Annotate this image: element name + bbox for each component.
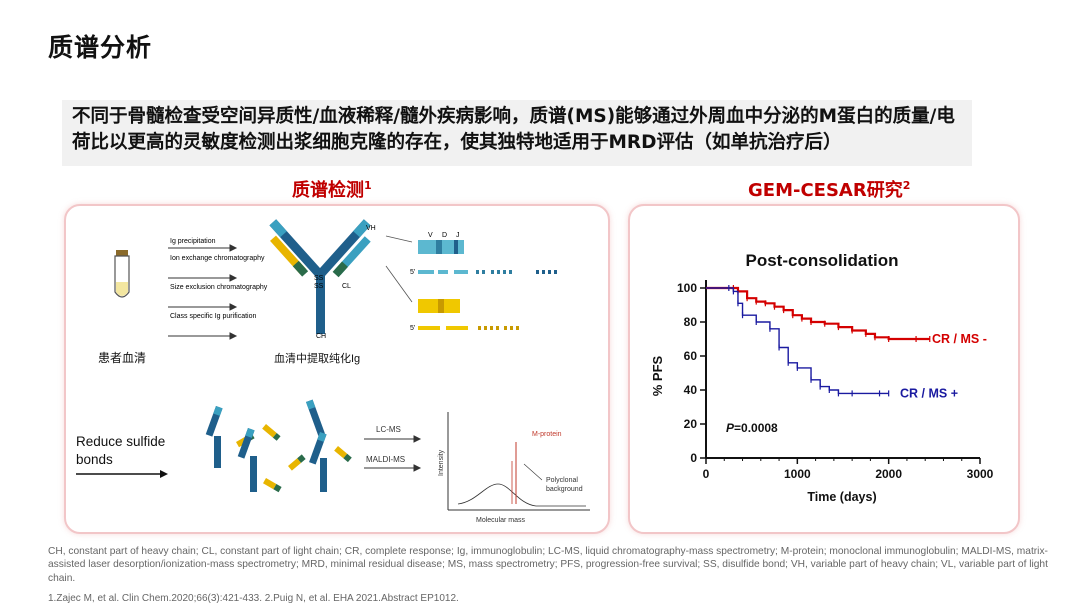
- left-section-title: 质谱检测1: [292, 179, 372, 201]
- ms-workflow-diagram: 患者血清 Ig precipitation Ion exchange chrom…: [76, 219, 590, 524]
- method-class-specific: Class specific Ig purification: [170, 313, 256, 320]
- y-tick-label: 60: [684, 349, 698, 363]
- test-tube-icon: [114, 250, 130, 298]
- ss-label-2: SS: [314, 283, 324, 290]
- gem-cesar-panel: Post-consolidation % PFS Time (days) P=0…: [628, 204, 1020, 534]
- j-label: J: [456, 232, 460, 239]
- patient-serum-label: 患者血清: [98, 351, 146, 365]
- separated-chains-icon: [205, 399, 352, 493]
- sequence-arrows: [385, 235, 413, 303]
- y-tick-label: 100: [677, 281, 697, 295]
- series-label: CR / MS -: [932, 332, 987, 346]
- cl-label: CL: [342, 283, 351, 290]
- summary-box: [62, 100, 972, 166]
- background-label: background: [546, 486, 583, 493]
- v-label: V: [428, 232, 433, 239]
- extract-label: 血清中提取纯化Ig: [274, 351, 360, 365]
- chart-series: CR / MS - CR / MS +: [706, 285, 987, 400]
- series-line-ms-positive: [706, 287, 889, 395]
- y-tick-label: 20: [684, 417, 698, 431]
- y-tick-label: 80: [684, 315, 698, 329]
- p-value-text: =0.0008: [734, 421, 778, 435]
- light-5prime: 5': [410, 325, 415, 332]
- mass-spectrum-plot: [447, 412, 590, 511]
- chart-title: Post-consolidation: [746, 251, 899, 270]
- maldi-label: MALDI-MS: [366, 455, 405, 464]
- molecular-mass-label: Molecular mass: [476, 517, 526, 524]
- x-tick-label: 2000: [875, 467, 902, 481]
- y-tick-label: 40: [684, 383, 698, 397]
- reduce-label: Reduce sulfide: [76, 434, 165, 449]
- x-tick-label: 0: [703, 467, 710, 481]
- m-protein-label: M-protein: [532, 431, 562, 438]
- polyclonal-label: Polyclonal: [546, 477, 578, 484]
- page-title: 质谱分析: [48, 33, 153, 62]
- series-label: CR / MS +: [900, 386, 958, 400]
- references: 1.Zajec M, et al. Clin Chem.2020;66(3):4…: [48, 593, 459, 604]
- method-ion-exchange: Ion exchange chromatography: [170, 255, 265, 262]
- d-label: D: [442, 232, 447, 239]
- summary-text: 不同于骨髓检查受空间异质性/血液稀释/髓外疾病影响，质谱(MS)能够通过外周血中…: [72, 106, 955, 153]
- method-arrows: [168, 244, 238, 340]
- light-chain-sequence: [418, 299, 519, 330]
- ss-label-1: SS: [314, 275, 324, 282]
- intensity-label: Intensity: [438, 449, 445, 476]
- x-axis-label: Time (days): [807, 490, 876, 504]
- heavy-chain-sequence: [418, 240, 557, 274]
- right-section-title: GEM-CESAR研究2: [748, 179, 911, 201]
- reduce-label-2: bonds: [76, 452, 113, 467]
- ms-arrows: [364, 435, 422, 472]
- x-tick-label: 1000: [784, 467, 811, 481]
- reduce-arrow: [76, 470, 168, 478]
- ch-label: CH: [316, 333, 326, 340]
- series-line-ms-negative: [706, 286, 930, 341]
- lcms-label: LC-MS: [376, 425, 401, 434]
- y-tick-label: 0: [690, 451, 697, 465]
- vh-label: VH: [366, 225, 376, 232]
- ms-detection-panel: 患者血清 Ig precipitation Ion exchange chrom…: [64, 204, 610, 534]
- heavy-5prime: 5': [410, 269, 415, 276]
- x-tick-label: 3000: [967, 467, 994, 481]
- antibody-icon: [269, 219, 371, 334]
- abbreviations-footnote: CH, constant part of heavy chain; CL, co…: [48, 546, 1048, 584]
- p-value-label: P=0.0008: [726, 421, 778, 435]
- method-ig-precipitation: Ig precipitation: [170, 238, 216, 245]
- y-axis-label: % PFS: [650, 355, 665, 396]
- km-survival-chart: Post-consolidation % PFS Time (days) P=0…: [650, 251, 994, 504]
- method-size-exclusion: Size exclusion chromatography: [170, 284, 268, 291]
